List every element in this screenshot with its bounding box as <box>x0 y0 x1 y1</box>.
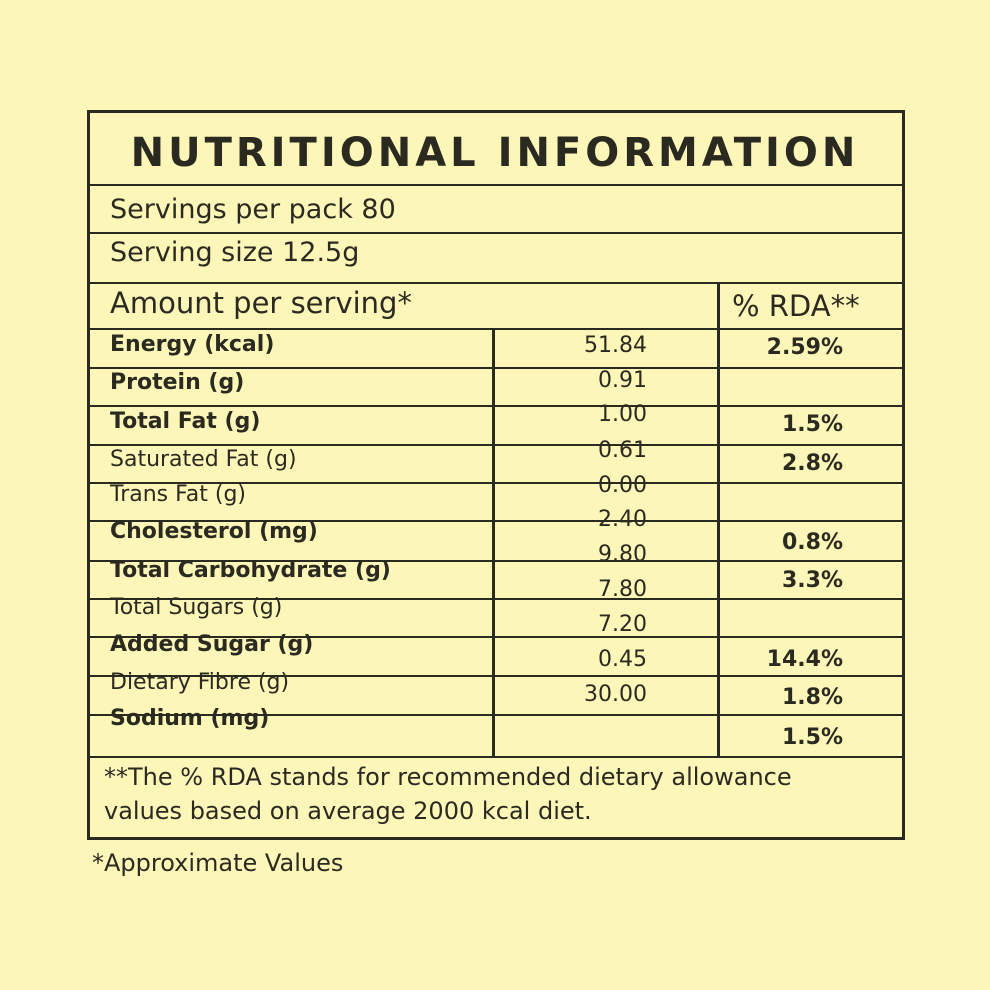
rda-value: 1.5% <box>781 412 843 437</box>
row-divider <box>88 560 903 562</box>
nutrient-value: 1.00 <box>598 402 647 427</box>
nutrient-label: Total Sugars (g) <box>110 595 283 620</box>
divider <box>88 184 903 186</box>
divider <box>88 232 903 234</box>
nutrient-value: 0.45 <box>598 647 647 672</box>
row-divider <box>88 636 903 638</box>
servings-per-pack: Servings per pack 80 <box>110 194 396 225</box>
row-divider <box>88 520 903 522</box>
footnote-line-2: values based on average 2000 kcal diet. <box>104 797 592 825</box>
nutrient-label: Total Fat (g) <box>110 409 261 434</box>
nutrient-value: 7.20 <box>598 612 647 637</box>
row-divider <box>88 756 903 758</box>
divider <box>88 282 903 284</box>
row-divider <box>88 444 903 446</box>
nutrient-label: Sodium (mg) <box>110 706 270 731</box>
row-divider <box>88 675 903 677</box>
nutrient-label: Trans Fat (g) <box>110 482 246 507</box>
column-divider <box>717 283 720 756</box>
rda-value: 3.3% <box>781 568 843 593</box>
nutrient-value: 2.40 <box>598 507 647 532</box>
rda-header: % RDA** <box>732 289 860 323</box>
nutrient-value: 7.80 <box>598 577 647 602</box>
row-divider <box>88 714 903 716</box>
nutrient-label: Saturated Fat (g) <box>110 447 297 472</box>
nutrient-value: 30.00 <box>584 682 647 707</box>
amount-header: Amount per serving* <box>110 286 412 320</box>
row-divider <box>88 598 903 600</box>
label-title: NUTRITIONAL INFORMATION <box>130 130 860 176</box>
rda-value: 14.4% <box>766 647 843 672</box>
nutrient-value: 0.00 <box>598 473 647 498</box>
nutrient-value: 51.84 <box>584 333 647 358</box>
row-divider <box>88 482 903 484</box>
nutrient-value: 9.80 <box>598 542 647 567</box>
rda-value: 1.5% <box>781 725 843 750</box>
rda-value: 2.8% <box>781 451 843 476</box>
rda-value: 1.8% <box>781 685 843 710</box>
row-divider <box>88 405 903 407</box>
nutrition-table-border <box>87 110 905 840</box>
serving-size: Serving size 12.5g <box>110 237 360 268</box>
row-divider <box>88 328 903 330</box>
nutrient-value: 0.61 <box>598 438 647 463</box>
row-divider <box>88 367 903 369</box>
nutrient-label: Cholesterol (mg) <box>110 519 318 544</box>
rda-value: 2.59% <box>766 335 843 360</box>
column-divider <box>492 328 495 756</box>
nutrient-label: Total Carbohydrate (g) <box>110 558 391 583</box>
rda-value: 0.8% <box>781 530 843 555</box>
nutrient-label: Added Sugar (g) <box>110 632 314 657</box>
nutrient-label: Energy (kcal) <box>110 332 275 357</box>
nutrient-label: Dietary Fibre (g) <box>110 670 290 695</box>
footnote-line-1: **The % RDA stands for recommended dieta… <box>104 763 792 791</box>
nutrient-label: Protein (g) <box>110 370 245 395</box>
approx-note: *Approximate Values <box>92 849 344 877</box>
nutrient-value: 0.91 <box>598 368 647 393</box>
